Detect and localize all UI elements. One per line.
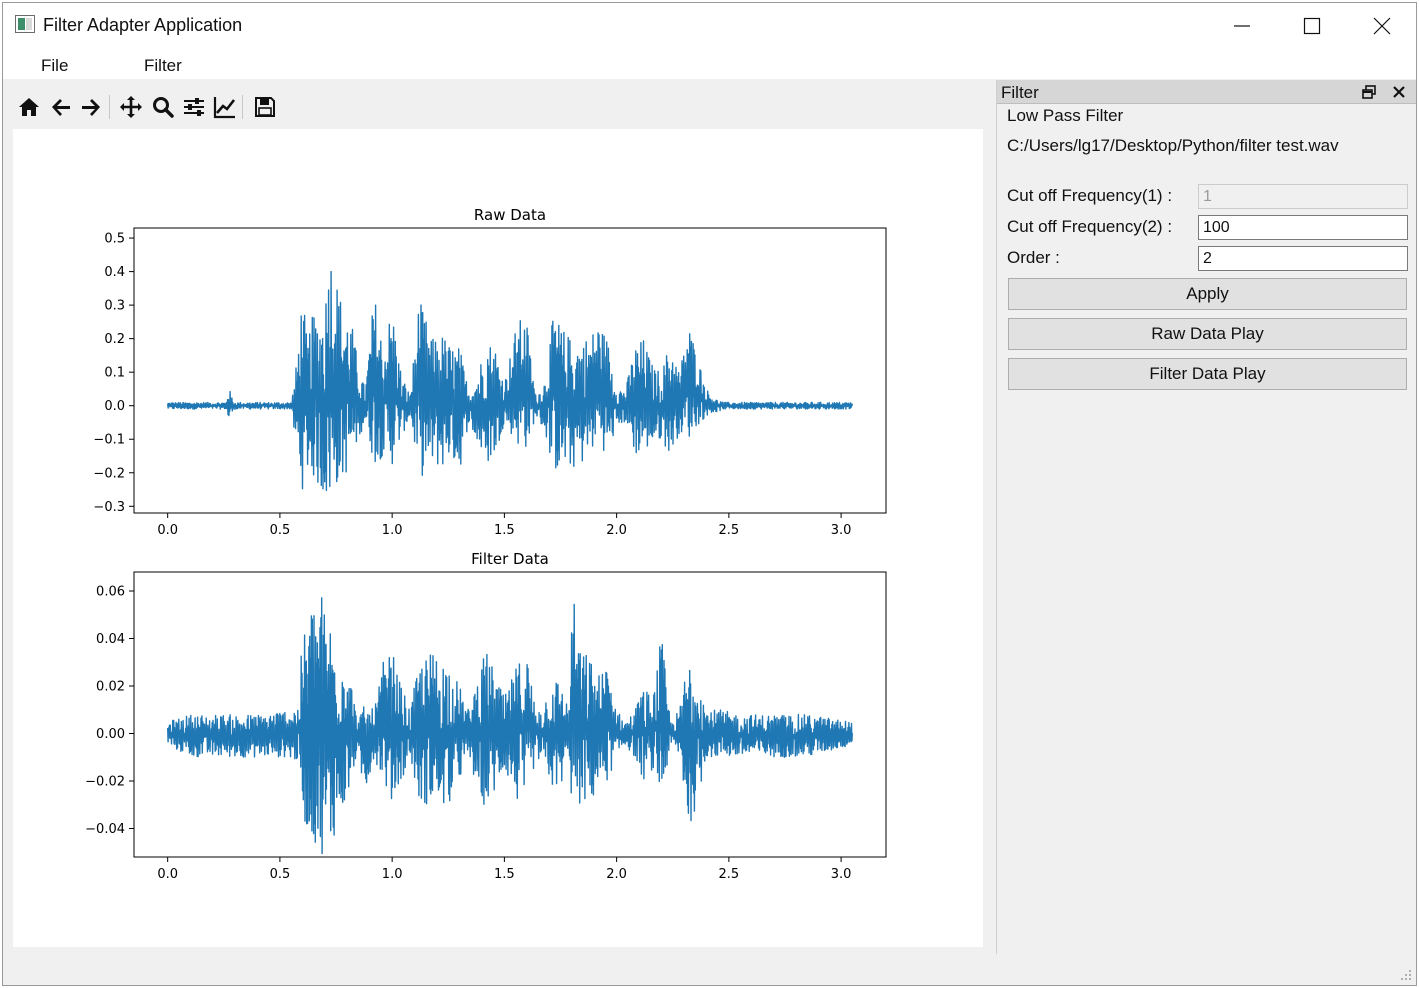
series-line bbox=[167, 597, 853, 855]
cutoff1-input[interactable] bbox=[1198, 184, 1408, 209]
close-icon bbox=[1373, 17, 1391, 35]
x-tick-label: 2.0 bbox=[606, 523, 627, 538]
x-tick-label: 3.0 bbox=[831, 867, 852, 882]
group-label: Low Pass Filter bbox=[1007, 106, 1124, 125]
configure-subplots-button[interactable] bbox=[180, 93, 208, 121]
y-tick-label: 0.2 bbox=[104, 332, 125, 347]
x-tick-label: 2.0 bbox=[606, 867, 627, 882]
plot-toolbar bbox=[11, 89, 301, 123]
chart-title: Raw Data bbox=[474, 206, 546, 224]
toolbar-separator bbox=[109, 95, 110, 119]
minimize-button[interactable] bbox=[1207, 3, 1275, 51]
dock-title-bar[interactable]: Filter bbox=[997, 80, 1416, 104]
close-button[interactable] bbox=[1347, 3, 1415, 51]
toolbar-separator bbox=[242, 95, 243, 119]
y-tick-label: 0.06 bbox=[96, 585, 125, 600]
home-icon bbox=[19, 98, 39, 116]
x-tick-label: 1.5 bbox=[494, 867, 515, 882]
x-tick-label: 0.0 bbox=[157, 867, 178, 882]
y-tick-label: 0.3 bbox=[104, 299, 125, 314]
y-tick-label: −0.04 bbox=[85, 822, 125, 837]
minimize-icon bbox=[1234, 25, 1250, 27]
resize-grip-icon[interactable] bbox=[1400, 969, 1412, 981]
y-tick-label: −0.02 bbox=[85, 775, 125, 790]
configure-subplots-icon bbox=[184, 98, 204, 116]
figure: Raw Data 0.0 0.5 1.0 1.5 2.0 2.5 3.0 −0.3 −0.2 −0.… bbox=[85, 206, 887, 882]
forward-arrow-icon bbox=[82, 99, 100, 116]
filter-dock-panel: Filter Low Pass Filter C:/Users/lg17/Des… bbox=[996, 80, 1416, 954]
apply-button[interactable]: Apply bbox=[1008, 278, 1407, 310]
menu-file[interactable]: File bbox=[41, 56, 69, 75]
y-tick-label: 0.02 bbox=[96, 680, 125, 695]
plot-canvas[interactable]: Raw Data 0.0 0.5 1.0 1.5 2.0 2.5 3.0 −0.3 −0.2 −0.… bbox=[13, 129, 983, 947]
menu-filter[interactable]: Filter bbox=[144, 56, 182, 75]
zoom-button[interactable] bbox=[149, 93, 177, 121]
cutoff2-input[interactable] bbox=[1198, 215, 1408, 240]
maximize-button[interactable] bbox=[1277, 3, 1345, 51]
pan-icon bbox=[120, 96, 142, 118]
raw-data-play-button[interactable]: Raw Data Play bbox=[1008, 318, 1407, 350]
dock-close-button[interactable] bbox=[1391, 84, 1409, 100]
x-tick-label: 3.0 bbox=[831, 523, 852, 538]
x-tick-label: 0.5 bbox=[270, 867, 291, 882]
float-window-icon bbox=[1362, 85, 1376, 99]
y-tick-label: 0.04 bbox=[96, 632, 125, 647]
edit-axis-icon bbox=[213, 97, 236, 119]
maximize-icon bbox=[1303, 17, 1321, 35]
y-tick-label: 0.1 bbox=[104, 366, 125, 381]
back-arrow-icon bbox=[52, 99, 70, 116]
title-bar[interactable]: Filter Adapter Application bbox=[3, 3, 1416, 51]
order-input[interactable] bbox=[1198, 246, 1408, 271]
plot-frame bbox=[133, 227, 887, 514]
chart-title: Filter Data bbox=[471, 550, 549, 568]
cutoff2-label: Cut off Frequency(2) : bbox=[1007, 217, 1173, 236]
y-tick-label: 0.4 bbox=[104, 265, 125, 280]
close-icon bbox=[1393, 86, 1405, 98]
y-tick-label: 0.0 bbox=[104, 399, 125, 414]
edit-axis-button[interactable] bbox=[211, 93, 239, 121]
dock-title: Filter bbox=[1001, 83, 1039, 102]
plot-frame bbox=[133, 571, 887, 858]
zoom-icon bbox=[153, 97, 174, 118]
save-button[interactable] bbox=[251, 93, 279, 121]
y-tick-label: 0.5 bbox=[104, 232, 125, 247]
menu-bar: File Filter bbox=[3, 51, 1416, 79]
x-tick-label: 1.5 bbox=[494, 523, 515, 538]
x-tick-label: 1.0 bbox=[382, 523, 403, 538]
home-button[interactable] bbox=[15, 93, 43, 121]
forward-button[interactable] bbox=[77, 93, 105, 121]
x-tick-label: 1.0 bbox=[382, 867, 403, 882]
y-tick-label: 0.00 bbox=[96, 727, 125, 742]
window-title: Filter Adapter Application bbox=[43, 15, 243, 35]
y-tick-label: −0.2 bbox=[93, 466, 125, 481]
filter-data-play-button[interactable]: Filter Data Play bbox=[1008, 358, 1407, 390]
cutoff1-label: Cut off Frequency(1) : bbox=[1007, 186, 1173, 205]
x-tick-label: 2.5 bbox=[719, 523, 740, 538]
back-button[interactable] bbox=[47, 93, 75, 121]
dock-float-button[interactable] bbox=[1361, 84, 1379, 100]
series-line bbox=[167, 270, 853, 492]
y-tick-label: −0.1 bbox=[93, 433, 125, 448]
app-icon bbox=[15, 15, 35, 33]
y-tick-label: −0.3 bbox=[93, 500, 125, 515]
save-icon bbox=[255, 97, 275, 117]
pan-button[interactable] bbox=[117, 93, 145, 121]
file-path-label: C:/Users/lg17/Desktop/Python/filter test… bbox=[1007, 136, 1339, 155]
x-tick-label: 2.5 bbox=[719, 867, 740, 882]
x-tick-label: 0.0 bbox=[157, 523, 178, 538]
order-label: Order : bbox=[1007, 248, 1060, 267]
x-tick-label: 0.5 bbox=[270, 523, 291, 538]
